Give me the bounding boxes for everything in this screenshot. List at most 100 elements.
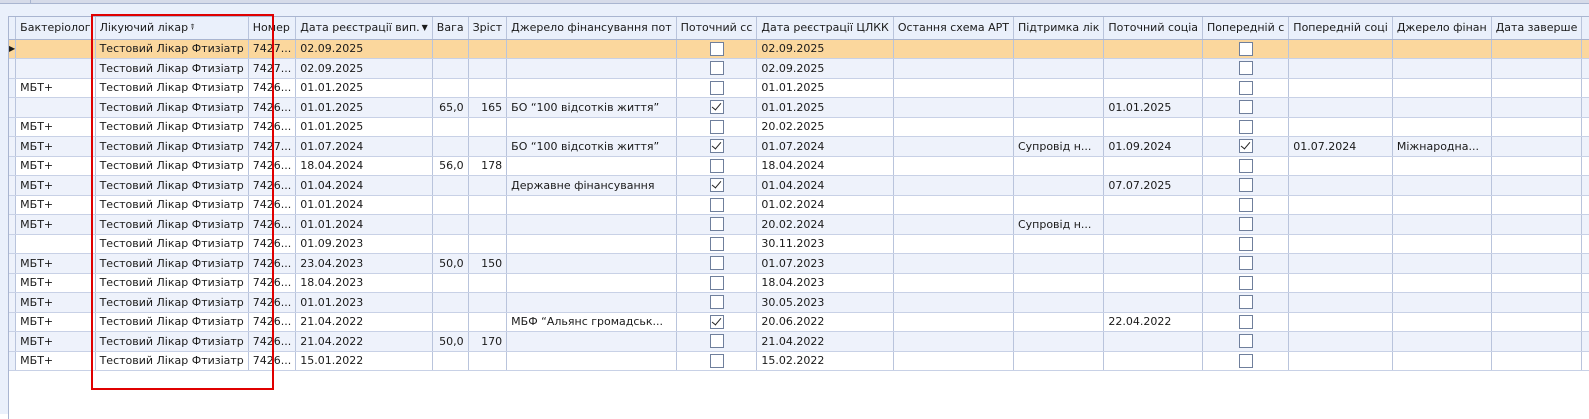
table-row[interactable]: МБТ+ Тестовий Лікар Фтизіатр 7426... 01.01.… [9,117,1589,137]
cell[interactable] [432,214,469,235]
checkbox[interactable] [709,197,724,212]
cell[interactable]: МБТ+ [15,253,96,274]
cell[interactable] [1288,58,1393,79]
cell[interactable] [506,78,677,98]
cell[interactable] [676,273,758,293]
row-indicator[interactable] [9,292,17,313]
cell[interactable]: 50,0 [432,331,469,352]
checkbox[interactable] [1238,353,1253,368]
cell[interactable]: 7426... [248,156,297,176]
cell[interactable]: 18.04.2024 [295,156,433,176]
checkbox[interactable] [1238,256,1253,271]
table-row[interactable]: Тестовий Лікар Фтизіатр 7426... 01.09.2023… [9,234,1589,254]
cell[interactable] [432,195,469,215]
column-header[interactable]: Лікуючий лікар ⍒ [95,17,249,40]
cell[interactable]: 01.04.2024 [295,175,433,196]
cell[interactable] [676,156,758,176]
cell[interactable] [432,351,469,371]
column-header[interactable]: Попередній соці [1288,17,1393,40]
cell[interactable]: 7426... [248,97,297,118]
cell[interactable] [15,234,96,254]
cell[interactable]: 7426... [248,331,297,352]
row-indicator[interactable] [9,195,17,215]
cell[interactable] [432,312,469,332]
cell[interactable] [468,175,508,196]
cell[interactable] [432,78,469,98]
checkbox[interactable] [709,295,724,310]
cell[interactable]: 02.09.2025 [295,39,433,59]
cell[interactable]: 02.09.2025 [756,58,894,79]
cell[interactable] [676,136,758,157]
table-row[interactable]: МБТ+ Тестовий Лікар Фтизіатр 7426... 01.01.… [9,292,1589,313]
checkbox[interactable] [709,275,724,290]
cell[interactable]: 7426... [248,351,297,371]
cell[interactable] [676,195,758,215]
cell[interactable] [893,97,1014,118]
cell[interactable] [1013,253,1105,274]
cell[interactable]: 01.04.2024 [756,175,894,196]
cell[interactable] [1288,292,1393,313]
cell[interactable] [468,136,508,157]
cell[interactable] [468,195,508,215]
checkbox[interactable] [709,236,724,251]
cell[interactable]: 178 [468,156,508,176]
cell[interactable]: 01.09.2024 [1103,136,1204,157]
cell[interactable]: 22.04.2022 [1103,312,1204,332]
cell[interactable]: 01.01.2024 [295,214,433,235]
cell[interactable]: 7426... [248,175,297,196]
table-row[interactable]: МБТ+ Тестовий Лікар Фтизіатр 7426... 01.01.… [9,195,1589,215]
cell[interactable] [1013,234,1105,254]
table-row[interactable]: МБТ+ Тестовий Лікар Фтизіатр 7426... 18.04.… [9,273,1589,293]
cell[interactable]: Тестовий Лікар Фтизіатр [95,117,249,137]
column-header[interactable]: Поточний соціа [1103,17,1204,40]
cell[interactable] [506,195,677,215]
checkbox[interactable] [709,178,724,193]
row-indicator[interactable] [9,97,17,118]
cell[interactable]: МБТ+ [15,117,96,137]
cell[interactable] [468,273,508,293]
cell[interactable] [1202,312,1290,332]
checkbox[interactable] [709,217,724,232]
cell[interactable] [1288,214,1393,235]
column-header[interactable]: Джерело фінансування пот [506,17,677,40]
cell[interactable] [432,175,469,196]
row-indicator[interactable] [9,58,17,79]
cell[interactable] [1491,39,1583,59]
cell[interactable]: 50,0 [432,253,469,274]
cell[interactable] [15,58,96,79]
column-header[interactable]: Остання схема АРТ [893,17,1014,40]
cell[interactable]: Тестовий Лікар Фтизіатр [95,234,249,254]
table-row[interactable]: ▶ Тестовий Лікар Фтизіатр 7427... 02.09.202… [9,39,1589,59]
cell[interactable] [1288,175,1393,196]
row-indicator[interactable] [9,214,17,235]
cell[interactable] [432,58,469,79]
cell[interactable] [1491,331,1583,352]
cell[interactable] [1491,97,1583,118]
column-header[interactable]: Зріст [468,17,508,40]
cell[interactable] [1491,136,1583,157]
cell[interactable] [432,136,469,157]
cell[interactable]: Міжнародна... [1392,136,1492,157]
column-header[interactable]: Попередній с [1202,17,1290,40]
row-indicator[interactable] [9,117,17,137]
cell[interactable] [468,78,508,98]
cell[interactable]: 7426... [248,214,297,235]
checkbox[interactable] [709,139,724,154]
cell[interactable]: 01.07.2024 [1288,136,1393,157]
cell[interactable] [893,234,1014,254]
cell[interactable]: МБТ+ [15,78,96,98]
cell[interactable] [1013,273,1105,293]
row-indicator[interactable] [9,234,17,254]
cell[interactable] [1013,78,1105,98]
cell[interactable]: Державне фінансування [506,175,677,196]
cell[interactable]: 20.06.2022 [756,312,894,332]
cell[interactable] [676,253,758,274]
cell[interactable] [1491,253,1583,274]
table-row[interactable]: МБТ+ Тестовий Лікар Фтизіатр 7426... 23.04.… [9,253,1589,274]
row-indicator[interactable] [9,175,17,196]
cell[interactable]: 7426... [248,292,297,313]
cell[interactable] [506,58,677,79]
cell[interactable] [1202,156,1290,176]
cell[interactable] [506,117,677,137]
column-header[interactable]: Джерело фінан [1392,17,1492,40]
